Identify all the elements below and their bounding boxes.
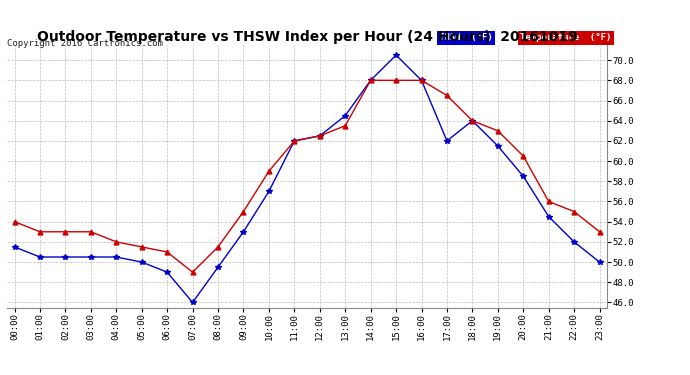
Title: Outdoor Temperature vs THSW Index per Hour (24 Hours)  20161019: Outdoor Temperature vs THSW Index per Ho… [37,30,578,44]
Text: Temperature  (°F): Temperature (°F) [520,33,611,42]
Text: Copyright 2016 Cartronics.com: Copyright 2016 Cartronics.com [7,39,163,48]
Text: THSW  (°F): THSW (°F) [439,33,493,42]
